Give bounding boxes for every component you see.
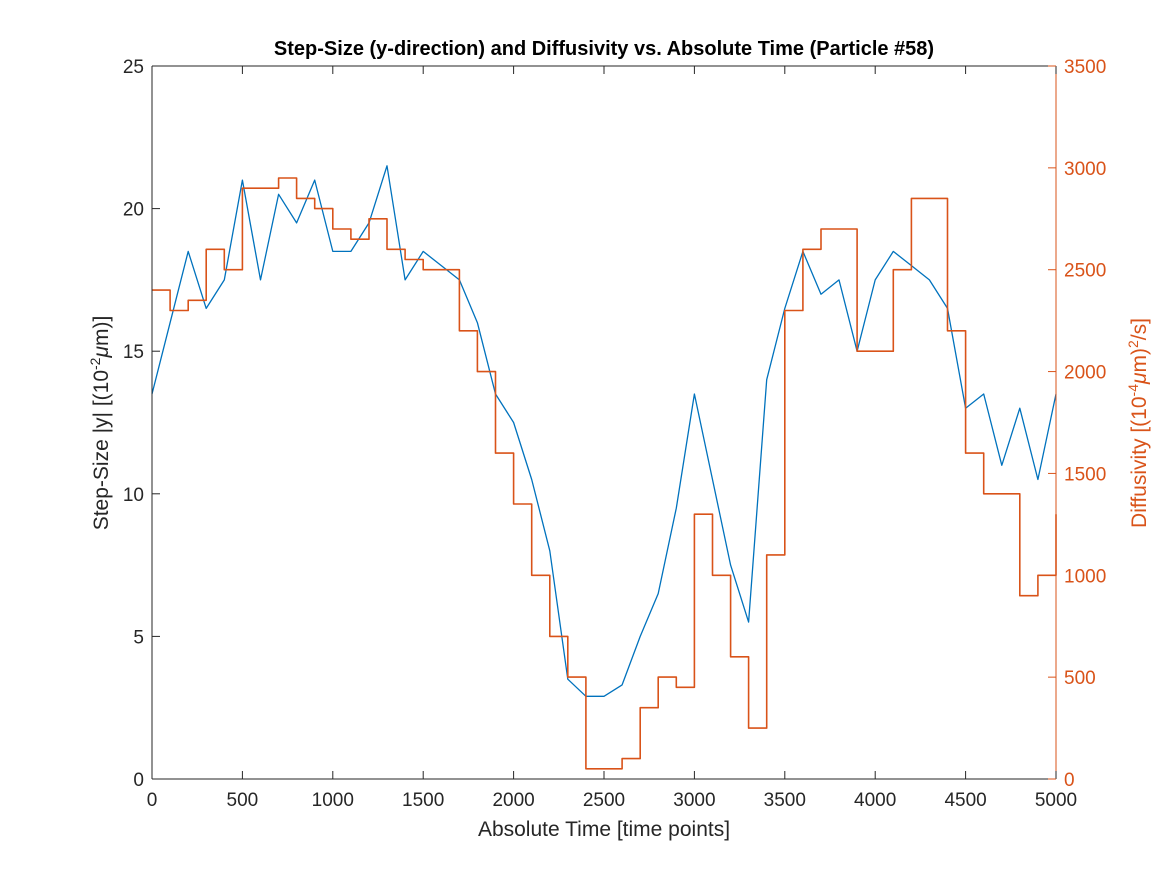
y-right-tick-label: 2000 [1064, 363, 1106, 384]
y-right-label-exponent2: 2 [1125, 340, 1141, 348]
axes-layer: 0 500 1000 1500 2000 2500 3000 3500 4000 4500 5000… [123, 57, 1106, 811]
x-tick-label: 4500 [944, 790, 986, 811]
x-tick-label: 4000 [854, 790, 896, 811]
x-tick-label: 1500 [402, 790, 444, 811]
y-right-label-exponent: -4 [1125, 384, 1141, 397]
y-right-tick-label: 500 [1064, 668, 1096, 689]
x-tick-label: 3000 [673, 790, 715, 811]
x-tick-label: 0 [147, 790, 158, 811]
x-tick-label: 500 [227, 790, 259, 811]
y-left-label-prefix: Step-Size |y| [(10 [90, 370, 113, 530]
y-left-tick-label: 20 [123, 200, 144, 221]
series-layer [151, 165, 1057, 770]
y-right-tick-label: 3500 [1064, 57, 1106, 78]
x-tick-label: 3500 [764, 790, 806, 811]
x-axis-label: Absolute Time [time points] [478, 818, 730, 841]
plot-area [152, 66, 1056, 779]
y-left-label-exponent: -2 [87, 357, 103, 370]
y-left-tick-label: 25 [123, 57, 144, 78]
series-line-diffusivity [152, 177, 1057, 770]
chart-title: Step-Size (y-direction) and Diffusivity … [274, 38, 934, 60]
y-left-label-suffix: m)] [90, 316, 113, 346]
y-right-tick-label: 0 [1064, 770, 1075, 791]
y-axis-right-label: Diffusivity [(10-4μm)2/s] [1125, 318, 1151, 528]
x-tick-label: 2000 [492, 790, 534, 811]
y-left-tick-label: 10 [123, 485, 144, 506]
x-tick-label: 1000 [312, 790, 354, 811]
y-left-tick-label: 15 [123, 342, 144, 363]
x-tick-label: 5000 [1035, 790, 1077, 811]
series-line-step-size [151, 165, 1057, 697]
y-left-tick-label: 0 [133, 770, 144, 791]
y-axis-left-label: Step-Size |y| [(10-2μm)] [87, 316, 113, 531]
y-right-label-prefix: Diffusivity [(10 [1128, 396, 1151, 528]
y-right-tick-label: 1000 [1064, 566, 1106, 587]
y-right-tick-label: 1500 [1064, 464, 1106, 485]
y-left-label-unit: μ [90, 346, 113, 359]
y-left-tick-label: 5 [133, 627, 144, 648]
y-right-label-suffix: /s] [1128, 318, 1151, 340]
y-right-tick-label: 3000 [1064, 159, 1106, 180]
x-tick-label: 2500 [583, 790, 625, 811]
y-right-tick-label: 2500 [1064, 261, 1106, 282]
y-right-label-unit: μ [1128, 372, 1151, 385]
y-right-label-mid: m) [1128, 348, 1151, 373]
